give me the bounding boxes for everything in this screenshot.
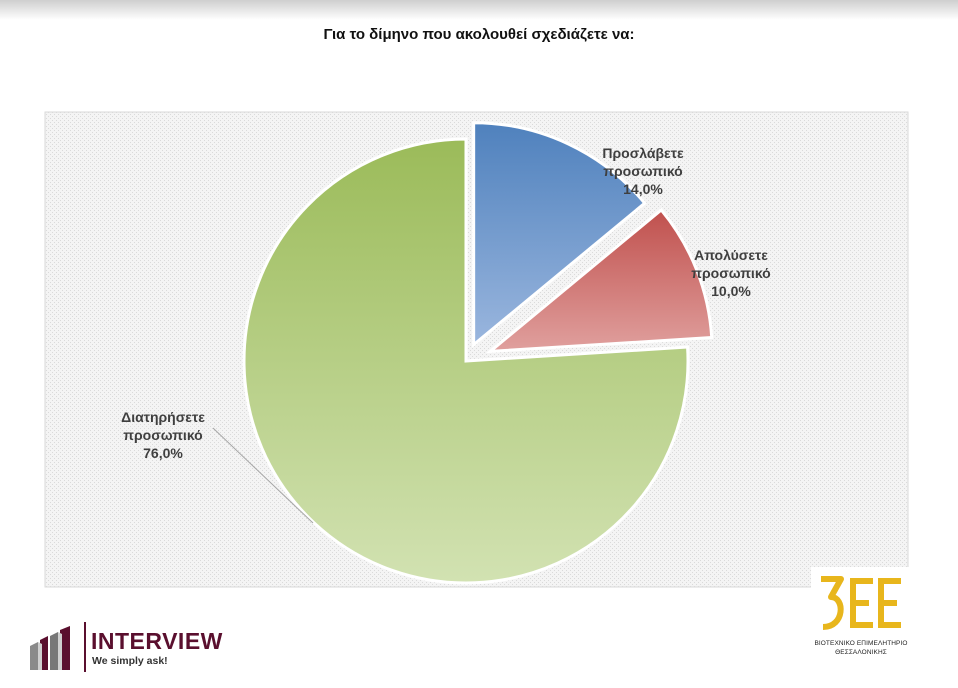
bee-caption-line2: ΘΕΣΣΑΛΟΝΙΚΗΣ bbox=[835, 649, 887, 656]
bee-caption-line1: ΒΙΟΤΕΧΝΙΚΟ ΕΠΙΜΕΛΗΤΗΡΙΟ bbox=[814, 640, 908, 647]
bee-mark-icon bbox=[821, 576, 901, 630]
chart-title: Για το δίμηνο που ακολουθεί σχεδιάζετε ν… bbox=[323, 26, 635, 43]
pie-slice-1 bbox=[472, 121, 647, 348]
interview-logo: INTERVIEW We simply ask! bbox=[28, 622, 238, 678]
pie-slice-2 bbox=[485, 207, 714, 354]
interview-tagline: We simply ask! bbox=[92, 655, 168, 667]
bee-logo: ΒΙΟΤΕΧΝΙΚΟ ΕΠΙΜΕΛΗΤΗΡΙΟ ΘΕΣΣΑΛΟΝΙΚΗΣ bbox=[811, 567, 911, 667]
slice-label-3: Διατηρήσετε προσωπικό 76,0% bbox=[121, 409, 205, 461]
interview-separator bbox=[84, 622, 86, 672]
interview-bars-icon bbox=[30, 626, 70, 670]
top-gradient-band bbox=[0, 0, 958, 20]
slice-label-2: Απολύσετε προσωπικό 10,0% bbox=[691, 247, 770, 299]
bee-caption: ΒΙΟΤΕΧΝΙΚΟ ΕΠΙΜΕΛΗΤΗΡΙΟ ΘΕΣΣΑΛΟΝΙΚΗΣ bbox=[811, 639, 911, 657]
pie-slice-3 bbox=[242, 137, 690, 585]
leader-line bbox=[212, 427, 314, 524]
slice-label-1: Προσλάβετε προσωπικό 14,0% bbox=[602, 145, 684, 197]
interview-name: INTERVIEW bbox=[91, 628, 223, 654]
